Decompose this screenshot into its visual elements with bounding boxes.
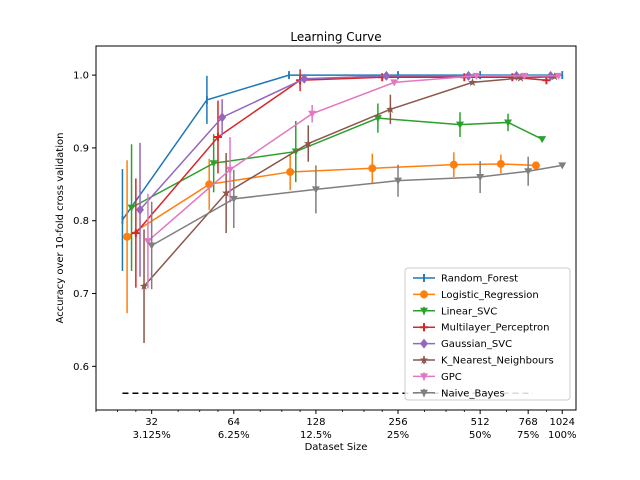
data-point	[476, 174, 485, 182]
data-point	[308, 110, 317, 118]
x-tick-sublabel: 6.25%	[218, 430, 250, 441]
data-point	[226, 166, 235, 174]
x-axis-label: Dataset Size	[305, 442, 368, 453]
legend: Random_Forest Logistic_Regression Linear_S…	[404, 267, 571, 401]
legend-label: Naive_Bayes	[441, 388, 505, 399]
y-tick-label: 0.8	[73, 216, 89, 227]
data-point	[147, 242, 156, 250]
data-point	[394, 177, 403, 185]
legend-item: Random_Forest	[413, 274, 518, 285]
legend-marker	[420, 307, 428, 315]
data-point	[472, 72, 481, 80]
x-tick-label: 128	[306, 417, 325, 428]
x-tick-label: 512	[471, 417, 490, 428]
data-point	[139, 281, 149, 290]
data-point	[468, 77, 477, 87]
data-point	[213, 133, 222, 141]
y-tick-label: 0.6	[73, 362, 89, 373]
legend-box	[404, 267, 571, 401]
data-point	[386, 104, 395, 113]
x-tick-sublabel: 100%	[548, 430, 577, 441]
data-point	[209, 160, 218, 168]
axes: 0.6 0.7 0.8 0.9 1.0 32 3.125% 64 6.25% 128 12.5% 25…	[73, 45, 577, 441]
series-gpc	[143, 72, 563, 289]
x-tick-label: 32	[145, 417, 158, 428]
y-axis-label: Accuracy over 10-fold cross validation	[55, 133, 66, 324]
legend-marker	[420, 323, 428, 332]
legend-label: Linear_SVC	[441, 306, 497, 317]
data-point	[123, 232, 132, 241]
legend-label: Random_Forest	[441, 274, 518, 285]
data-point	[373, 115, 382, 123]
x-tick-label: 1024	[550, 417, 575, 428]
data-point	[558, 162, 567, 170]
chart-title: Learning Curve	[290, 30, 381, 44]
legend-item: K_Nearest_Neighbours	[413, 355, 554, 367]
legend-label: Logistic_Regression	[441, 290, 539, 301]
plot-area	[121, 69, 567, 395]
data-point	[382, 70, 391, 81]
legend-item: Gaussian_SVC	[413, 338, 512, 350]
data-point	[131, 229, 140, 238]
x-tick-sublabel: 12.5%	[300, 430, 332, 441]
y-tick-label: 0.9	[73, 143, 89, 154]
axes-frame	[95, 45, 577, 411]
data-point	[143, 238, 152, 246]
legend-item: Naive_Bayes	[413, 388, 505, 399]
x-tick-sublabel: 75%	[517, 430, 539, 441]
legend-label: K_Nearest_Neighbours	[441, 356, 554, 367]
data-point	[221, 188, 231, 197]
data-point	[538, 136, 547, 144]
x-tick-sublabel: 50%	[469, 430, 491, 441]
series-naive-bayes	[147, 156, 567, 290]
data-point	[504, 119, 513, 127]
legend-label: Gaussian_SVC	[441, 339, 512, 350]
data-point	[218, 112, 227, 123]
data-point	[516, 73, 525, 82]
data-point	[520, 72, 529, 80]
data-point	[496, 159, 505, 168]
legend-item: Linear_SVC	[413, 306, 497, 317]
data-point	[136, 204, 145, 215]
data-point	[531, 161, 540, 170]
legend-marker	[420, 290, 428, 299]
data-point	[229, 195, 238, 203]
data-point	[456, 121, 465, 129]
data-point	[554, 72, 563, 80]
data-point	[449, 160, 458, 169]
data-point	[368, 164, 377, 173]
legend-item: Multilayer_Perceptron	[413, 323, 550, 334]
data-point	[311, 186, 320, 194]
x-tick-label: 256	[388, 417, 407, 428]
x-tick-sublabel: 3.125%	[133, 430, 171, 441]
x-tick-label: 64	[227, 417, 240, 428]
legend-marker	[420, 389, 428, 397]
legend-item: Logistic_Regression	[413, 290, 539, 301]
x-tick-label: 768	[519, 417, 538, 428]
data-point	[127, 204, 136, 212]
series-k-nearest-neighbours	[139, 72, 559, 344]
x-tick-sublabel: 25%	[387, 430, 409, 441]
legend-marker	[420, 338, 428, 349]
series-logistic-regression	[123, 152, 540, 314]
legend-marker	[420, 373, 428, 381]
legend-marker	[419, 355, 429, 364]
y-tick-label: 0.7	[73, 289, 89, 300]
legend-item: GPC	[413, 372, 462, 383]
data-point	[303, 139, 313, 148]
legend-label: Multilayer_Perceptron	[441, 323, 550, 334]
data-point	[286, 167, 295, 176]
data-point	[300, 73, 309, 84]
legend-label: GPC	[441, 372, 462, 383]
y-tick-label: 1.0	[73, 71, 89, 82]
data-point	[524, 168, 533, 176]
data-point	[390, 79, 399, 87]
series-linear-svc	[127, 103, 547, 271]
